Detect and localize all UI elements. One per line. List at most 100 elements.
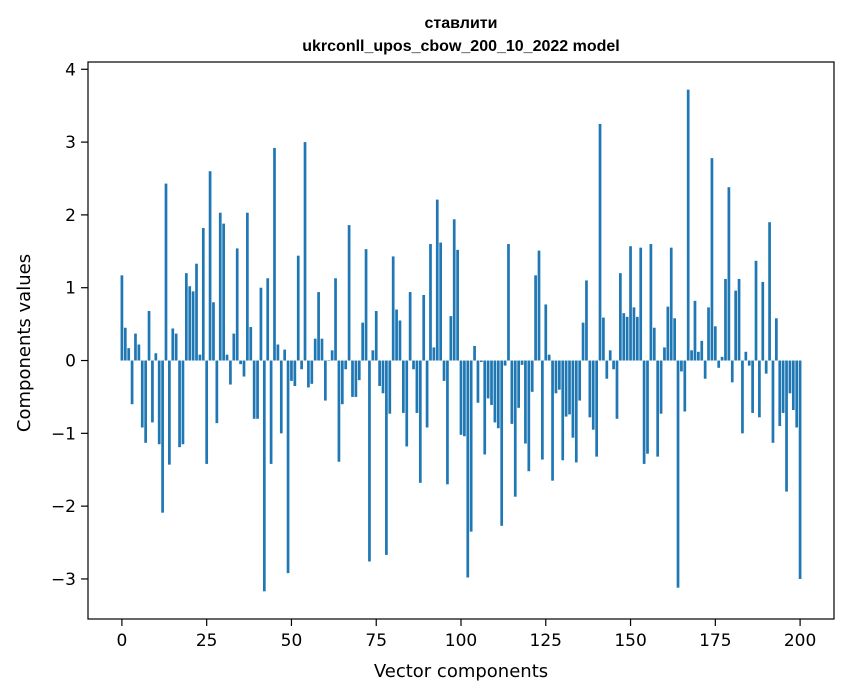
bar [635, 316, 639, 361]
bar [557, 360, 561, 390]
bar [286, 360, 290, 574]
bar [151, 360, 154, 423]
bar [595, 360, 598, 457]
bar [168, 360, 171, 465]
y-tick-label: 4 [65, 60, 76, 80]
x-tick-label: 125 [530, 631, 562, 651]
bar [347, 225, 351, 361]
y-tick-label: −2 [51, 497, 76, 517]
bar [764, 360, 768, 374]
y-axis: −3 −2 −1 0 1 2 3 4 [51, 60, 88, 590]
bar [469, 360, 473, 532]
bar [201, 228, 205, 361]
x-tick-label: 50 [281, 631, 303, 651]
bar [561, 360, 565, 461]
bar [293, 360, 297, 387]
bar [781, 360, 785, 413]
bar [798, 360, 802, 579]
bar [334, 278, 337, 361]
bar [622, 313, 626, 361]
bar [252, 360, 256, 419]
bar [795, 360, 799, 428]
bar [279, 360, 283, 434]
bar [354, 360, 358, 397]
bar [408, 292, 412, 361]
bar [225, 354, 229, 361]
bar [778, 360, 782, 427]
x-tick-label: 100 [445, 631, 477, 651]
bar [313, 338, 317, 361]
bar [574, 360, 578, 463]
bar [378, 360, 381, 387]
bar [134, 333, 137, 361]
bar [249, 327, 253, 361]
bar [144, 360, 148, 443]
bar [276, 344, 280, 361]
bar [520, 360, 524, 365]
bar [710, 158, 714, 361]
x-tick-label: 200 [784, 631, 816, 651]
bar [303, 142, 307, 361]
bar [418, 360, 422, 483]
bar [686, 89, 690, 361]
bar [788, 360, 792, 394]
bar [174, 333, 178, 361]
chart-title-line1: ставлити [425, 15, 498, 32]
plot-frame [87, 61, 835, 620]
bar [205, 360, 209, 464]
bar [490, 360, 493, 405]
bar [642, 360, 646, 464]
bar [412, 360, 415, 370]
bar [541, 360, 544, 460]
bar [693, 300, 697, 361]
bar [415, 360, 419, 413]
bar [571, 360, 575, 438]
bar [337, 360, 341, 462]
bar [717, 360, 721, 368]
bar [242, 360, 246, 377]
bar [137, 344, 141, 361]
bar [524, 360, 527, 444]
bar [215, 360, 219, 424]
y-tick-label: 2 [65, 206, 76, 226]
bar [483, 360, 487, 455]
bar [368, 360, 371, 562]
bar [493, 360, 497, 423]
bar [588, 360, 592, 418]
bar [449, 316, 453, 361]
bar [452, 219, 456, 361]
bar [374, 311, 378, 361]
bar [513, 360, 517, 497]
bar [605, 360, 609, 379]
bar [130, 360, 134, 405]
bar [381, 360, 385, 394]
bar [466, 360, 470, 578]
bar [361, 322, 365, 361]
bar [178, 360, 181, 448]
bar [652, 327, 656, 361]
bar [269, 360, 273, 464]
bar [737, 278, 741, 361]
bar [307, 360, 310, 388]
bar [181, 360, 185, 445]
bar [639, 247, 643, 361]
bar [351, 360, 354, 397]
bar [435, 199, 439, 361]
bar [320, 338, 324, 361]
bar [262, 360, 266, 592]
y-tick-label: 0 [65, 352, 76, 372]
bar [496, 360, 500, 429]
bar [608, 350, 612, 361]
bar [720, 356, 724, 361]
bar [164, 183, 168, 361]
bar [398, 320, 402, 361]
bar [385, 360, 388, 555]
bar [663, 347, 666, 361]
bar [401, 360, 405, 413]
bar [425, 360, 429, 428]
bar [432, 347, 436, 361]
bar [774, 318, 778, 361]
bar [741, 360, 744, 434]
bar [364, 249, 368, 361]
bar [510, 360, 514, 424]
